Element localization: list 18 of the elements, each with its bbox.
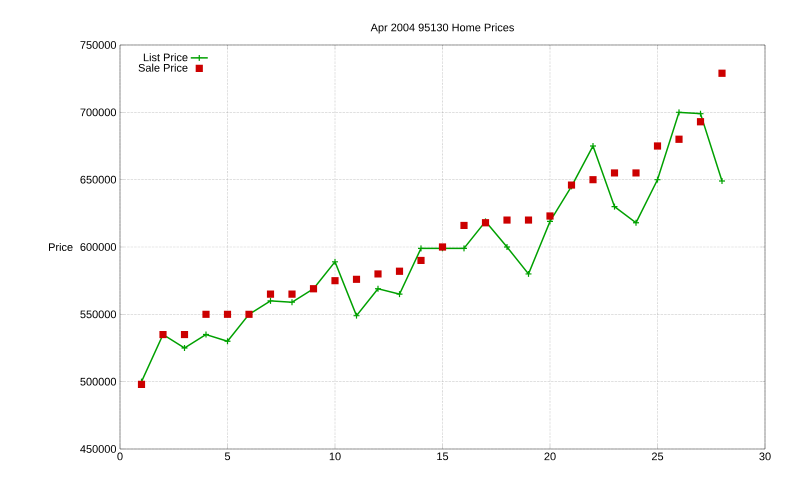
y-tick-label: 650000 [80, 176, 116, 184]
x-tick-label: 10 [330, 452, 341, 460]
x-tick-label: 15 [437, 452, 448, 460]
chart-title: Apr 2004 95130 Home Prices [370, 23, 514, 34]
x-tick-label: 30 [759, 452, 771, 460]
y-tick-label: 700000 [80, 108, 116, 116]
y-tick-label: 500000 [80, 378, 116, 386]
y-tick-label: 750000 [80, 41, 116, 49]
legend-label: List Price [144, 53, 188, 62]
x-tick-label: 5 [224, 452, 230, 460]
x-tick-label: 0 [117, 452, 123, 460]
x-tick-label: 25 [652, 452, 664, 460]
x-tick-label: 20 [544, 452, 556, 460]
y-axis-title: Price [49, 242, 73, 252]
y-tick-label: 550000 [80, 310, 116, 318]
y-tick-label: 600000 [80, 243, 116, 251]
legend-label: Sale Price [138, 64, 188, 72]
y-tick-label: 450000 [80, 445, 116, 453]
